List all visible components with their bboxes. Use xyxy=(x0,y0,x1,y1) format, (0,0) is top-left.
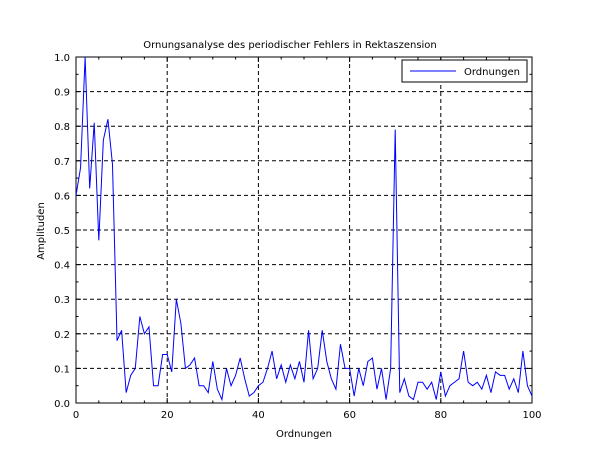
y-tick-label: 0.3 xyxy=(54,295,70,306)
legend: Ordnungen xyxy=(401,59,528,83)
x-tick-label: 100 xyxy=(522,410,541,421)
legend-box xyxy=(401,59,528,83)
series-layer xyxy=(75,56,533,402)
x-tick-label: 60 xyxy=(343,410,356,421)
y-tick-label: 0.6 xyxy=(54,191,70,202)
axis-ticks: 0 20 40 60 80 100 0.0 0.1 0.2 0.3 0.4 0.5 0.6 0.7 0.8 0… xyxy=(54,53,541,421)
y-tick-label: 0.7 xyxy=(54,157,70,168)
chart-title: Ornungsanalyse des periodischer Fehlers … xyxy=(143,40,437,51)
y-axis-label: Amplituden xyxy=(36,202,47,260)
grid-lines xyxy=(76,57,532,403)
x-axis-label: Ordnungen xyxy=(276,429,332,440)
x-tick-label: 20 xyxy=(161,410,174,421)
x-tick-label: 80 xyxy=(434,410,447,421)
legend-series-label: Ordnungen xyxy=(464,67,520,78)
x-tick-label: 0 xyxy=(73,410,79,421)
y-tick-label: 0.5 xyxy=(54,226,70,237)
y-tick-label: 0.1 xyxy=(54,364,70,375)
y-tick-label: 0.4 xyxy=(54,261,70,272)
y-tick-label: 0.0 xyxy=(54,399,70,410)
y-tick-label: 0.8 xyxy=(54,122,70,133)
x-tick-label: 40 xyxy=(252,410,265,421)
y-tick-label: 1.0 xyxy=(54,53,70,64)
y-tick-label: 0.9 xyxy=(54,88,70,99)
y-tick-label: 0.2 xyxy=(54,330,70,341)
series-line xyxy=(75,56,533,402)
